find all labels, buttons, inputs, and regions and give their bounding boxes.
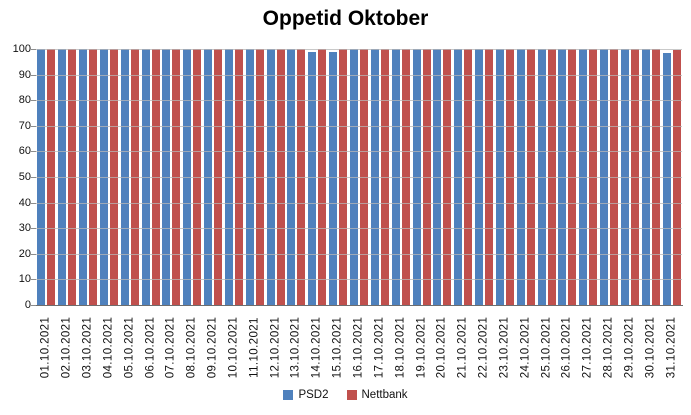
y-tick-label: 40 — [18, 196, 31, 209]
x-tick-label: 19.10.2021 — [415, 316, 428, 379]
y-tick-label: 70 — [18, 119, 31, 132]
x-tick-label: 03.10.2021 — [81, 316, 94, 379]
chart-title: Oppetid Oktober — [262, 7, 429, 30]
y-tick-mark — [31, 177, 36, 178]
y-tick-label: 60 — [18, 145, 31, 158]
bar-psd2-15.10.2021 — [329, 51, 338, 305]
legend-item-psd2: PSD2 — [283, 389, 329, 401]
legend-label: PSD2 — [298, 389, 329, 401]
gridline — [36, 177, 682, 178]
y-tick-mark — [31, 125, 36, 127]
y-tick-label: 30 — [18, 222, 31, 235]
legend-swatch-psd2 — [283, 390, 294, 400]
plot-area — [36, 49, 682, 305]
x-tick-label: 30.10.2021 — [644, 316, 657, 379]
x-tick-label: 22.10.2021 — [477, 316, 490, 379]
y-tick-mark — [31, 202, 36, 204]
gridline — [36, 100, 682, 102]
gridline — [36, 74, 682, 76]
gridline — [36, 202, 682, 204]
y-tick-label: 20 — [18, 247, 31, 260]
x-tick-label: 21.10.2021 — [456, 316, 469, 379]
legend-item-nettbank: Nettbank — [346, 389, 408, 401]
x-tick-label: 05.10.2021 — [123, 316, 136, 379]
x-tick-label: 26.10.2021 — [560, 316, 573, 379]
x-tick-label: 08.10.2021 — [185, 316, 198, 379]
x-tick-label: 27.10.2021 — [581, 316, 594, 379]
x-tick-label: 02.10.2021 — [60, 316, 73, 379]
x-tick-label: 17.10.2021 — [373, 316, 386, 379]
x-tick-label: 01.10.2021 — [39, 316, 52, 379]
x-axis-line — [36, 305, 683, 306]
bar-psd2-31.10.2021 — [662, 52, 671, 305]
x-tick-label: 04.10.2021 — [102, 316, 115, 379]
y-tick-label: 100 — [12, 43, 31, 55]
x-tick-label: 25.10.2021 — [540, 316, 553, 379]
y-tick-mark — [31, 49, 36, 50]
gridline — [36, 279, 682, 281]
x-tick-label: 10.10.2021 — [227, 316, 240, 379]
y-tick-mark — [31, 253, 36, 255]
x-tick-label: 12.10.2021 — [269, 316, 282, 379]
x-tick-label: 07.10.2021 — [164, 316, 177, 379]
x-tick-label: 06.10.2021 — [144, 316, 157, 379]
y-tick-mark — [31, 305, 36, 306]
y-tick-mark — [31, 151, 36, 153]
y-tick-label: 50 — [18, 171, 31, 183]
gridline — [36, 253, 682, 255]
x-tick-label: 14.10.2021 — [310, 316, 323, 379]
gridline — [36, 151, 682, 153]
x-tick-label: 18.10.2021 — [394, 316, 407, 379]
y-tick-label: 80 — [18, 94, 31, 107]
y-tick-label: 90 — [18, 68, 31, 81]
legend-label: Nettbank — [361, 389, 408, 401]
x-tick-label: 13.10.2021 — [289, 316, 302, 379]
gridline — [36, 228, 682, 230]
legend-swatch-nettbank — [346, 390, 357, 400]
x-tick-label: 15.10.2021 — [331, 316, 344, 379]
x-tick-label: 31.10.2021 — [665, 316, 678, 379]
gridline — [36, 125, 682, 127]
y-tick-mark — [31, 228, 36, 230]
y-tick-label: 0 — [24, 299, 31, 311]
x-tick-label: 28.10.2021 — [602, 316, 615, 379]
x-tick-label: 24.10.2021 — [519, 316, 532, 379]
legend: PSD2 Nettbank — [0, 387, 691, 403]
x-tick-label: 11.10.2021 — [248, 317, 261, 378]
x-tick-label: 29.10.2021 — [623, 316, 636, 379]
gridline — [36, 49, 682, 50]
bar-psd2-14.10.2021 — [308, 51, 317, 305]
x-tick-label: 20.10.2021 — [435, 316, 448, 379]
y-tick-mark — [31, 74, 36, 76]
x-tick-label: 09.10.2021 — [206, 316, 219, 379]
y-tick-mark — [31, 279, 36, 281]
x-tick-label: 16.10.2021 — [352, 316, 365, 379]
y-tick-label: 10 — [18, 273, 31, 286]
x-tick-label: 23.10.2021 — [498, 316, 511, 379]
y-tick-mark — [31, 100, 36, 102]
